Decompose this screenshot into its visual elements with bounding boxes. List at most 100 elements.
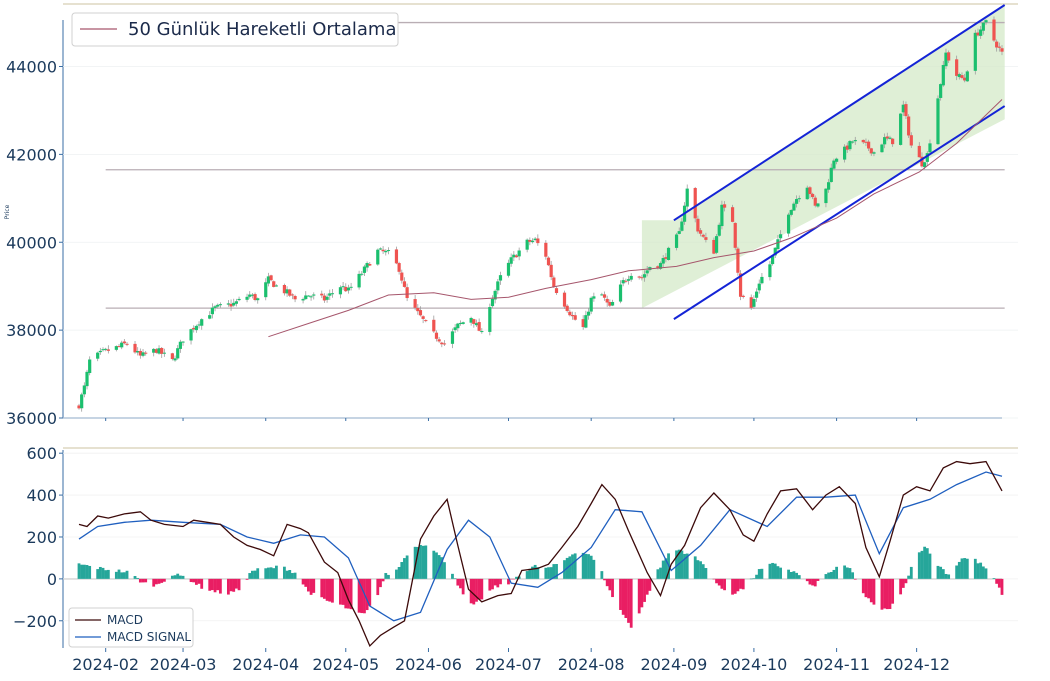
candle-up [200, 319, 204, 326]
histogram-bar-positive [250, 570, 254, 579]
histogram-bar-negative [210, 578, 214, 591]
legend-label-macd: MACD [107, 613, 143, 627]
candle-up [216, 304, 220, 307]
candle-up [141, 352, 145, 356]
candle-up [82, 385, 86, 395]
histogram-bar-negative [717, 578, 721, 586]
histogram-bar-positive [683, 553, 686, 579]
candle-up [136, 350, 140, 353]
xtick-label: 2024-04 [232, 655, 299, 674]
candle-up [248, 294, 252, 297]
candle-up [928, 143, 932, 153]
histogram-bar-positive [443, 562, 446, 579]
histogram-bar-positive [656, 569, 660, 579]
candle-up [586, 311, 591, 316]
histogram-group [77, 544, 1004, 628]
histogram-bar-positive [82, 564, 86, 579]
histogram-bar-negative [995, 578, 999, 584]
candle-up [677, 231, 681, 234]
candle-up [816, 203, 820, 207]
histogram-bar-positive [584, 553, 588, 579]
histogram-bar-negative [200, 578, 204, 589]
candle-up [493, 290, 497, 300]
candle-down [562, 292, 567, 307]
candle-down [738, 273, 743, 297]
candle-down [656, 266, 660, 269]
histogram-bar-positive [797, 575, 801, 579]
histogram-bar-negative [640, 578, 644, 608]
xtick-label: 2024-05 [312, 655, 379, 674]
histogram-bar-negative [376, 578, 380, 596]
candle-up [386, 250, 391, 252]
macd-signal-line [78, 471, 1003, 622]
candle-down [536, 238, 540, 244]
histogram-bar-positive [939, 566, 943, 579]
histogram-bar-positive [787, 569, 790, 579]
candle-down [229, 303, 233, 307]
histogram-bar-negative [867, 578, 871, 599]
histogram-bar-positive [776, 566, 780, 579]
candle-up [965, 71, 969, 82]
histogram-bar-negative [341, 578, 345, 605]
candle-down [704, 237, 708, 240]
histogram-bar-negative [461, 578, 465, 595]
candle-down [144, 352, 148, 354]
candle-down [125, 343, 129, 345]
candle-up [674, 234, 679, 248]
candle-down [160, 347, 164, 354]
candle-up [178, 341, 182, 349]
candle-down [434, 332, 439, 339]
candle-up [114, 346, 118, 350]
histogram-bar-negative [192, 578, 196, 583]
histogram-bar-negative [891, 578, 895, 604]
histogram-bar-negative [611, 578, 614, 598]
histogram-bar-positive [85, 565, 89, 579]
candle-up [685, 188, 689, 207]
histogram-bar-negative [320, 578, 324, 598]
histogram-bar-negative [237, 578, 241, 591]
histogram-bar-positive [920, 550, 924, 579]
histogram-bar-positive [133, 576, 137, 579]
histogram-bar-positive [400, 562, 404, 579]
histogram-bar-positive [829, 572, 833, 579]
candle-up [776, 239, 780, 250]
histogram-bar-positive [947, 574, 951, 579]
histogram-bar-positive [176, 573, 180, 579]
candle-up [792, 203, 796, 211]
candle-down [696, 218, 700, 232]
histogram-bar-positive [120, 572, 124, 579]
candle-up [984, 20, 988, 23]
histogram-bar-negative [304, 578, 308, 587]
candle-up [883, 137, 887, 145]
candle-down [549, 264, 553, 278]
histogram-bar-positive [984, 568, 988, 579]
histogram-bar-positive [925, 548, 929, 579]
candle-down [269, 275, 273, 281]
channel-fill [641, 5, 1005, 309]
histogram-bar-negative [997, 578, 1001, 588]
candle-up [618, 284, 623, 302]
histogram-bar-negative [645, 578, 649, 595]
candle-down [722, 204, 727, 208]
candle-up [973, 32, 977, 71]
candle-up [957, 74, 961, 78]
histogram-bar-positive [453, 578, 457, 579]
histogram-bar-positive [106, 569, 110, 579]
candle-down [869, 148, 873, 154]
candle-down [605, 298, 609, 303]
xtick-label: 2024-10 [720, 655, 787, 674]
candle-up [941, 64, 945, 86]
histogram-bar-positive [77, 563, 81, 579]
candle-down [138, 350, 142, 356]
candle-down [917, 145, 921, 158]
histogram-bar-positive [170, 575, 174, 579]
candle-up [752, 299, 756, 307]
histogram-bar-positive [581, 552, 585, 579]
candle-up [490, 298, 495, 307]
xtick-label: 2024-09 [640, 655, 707, 674]
candle-down [192, 327, 196, 330]
histogram-bar-negative [811, 578, 814, 586]
candle-down [864, 141, 868, 143]
candle-down [397, 263, 401, 272]
